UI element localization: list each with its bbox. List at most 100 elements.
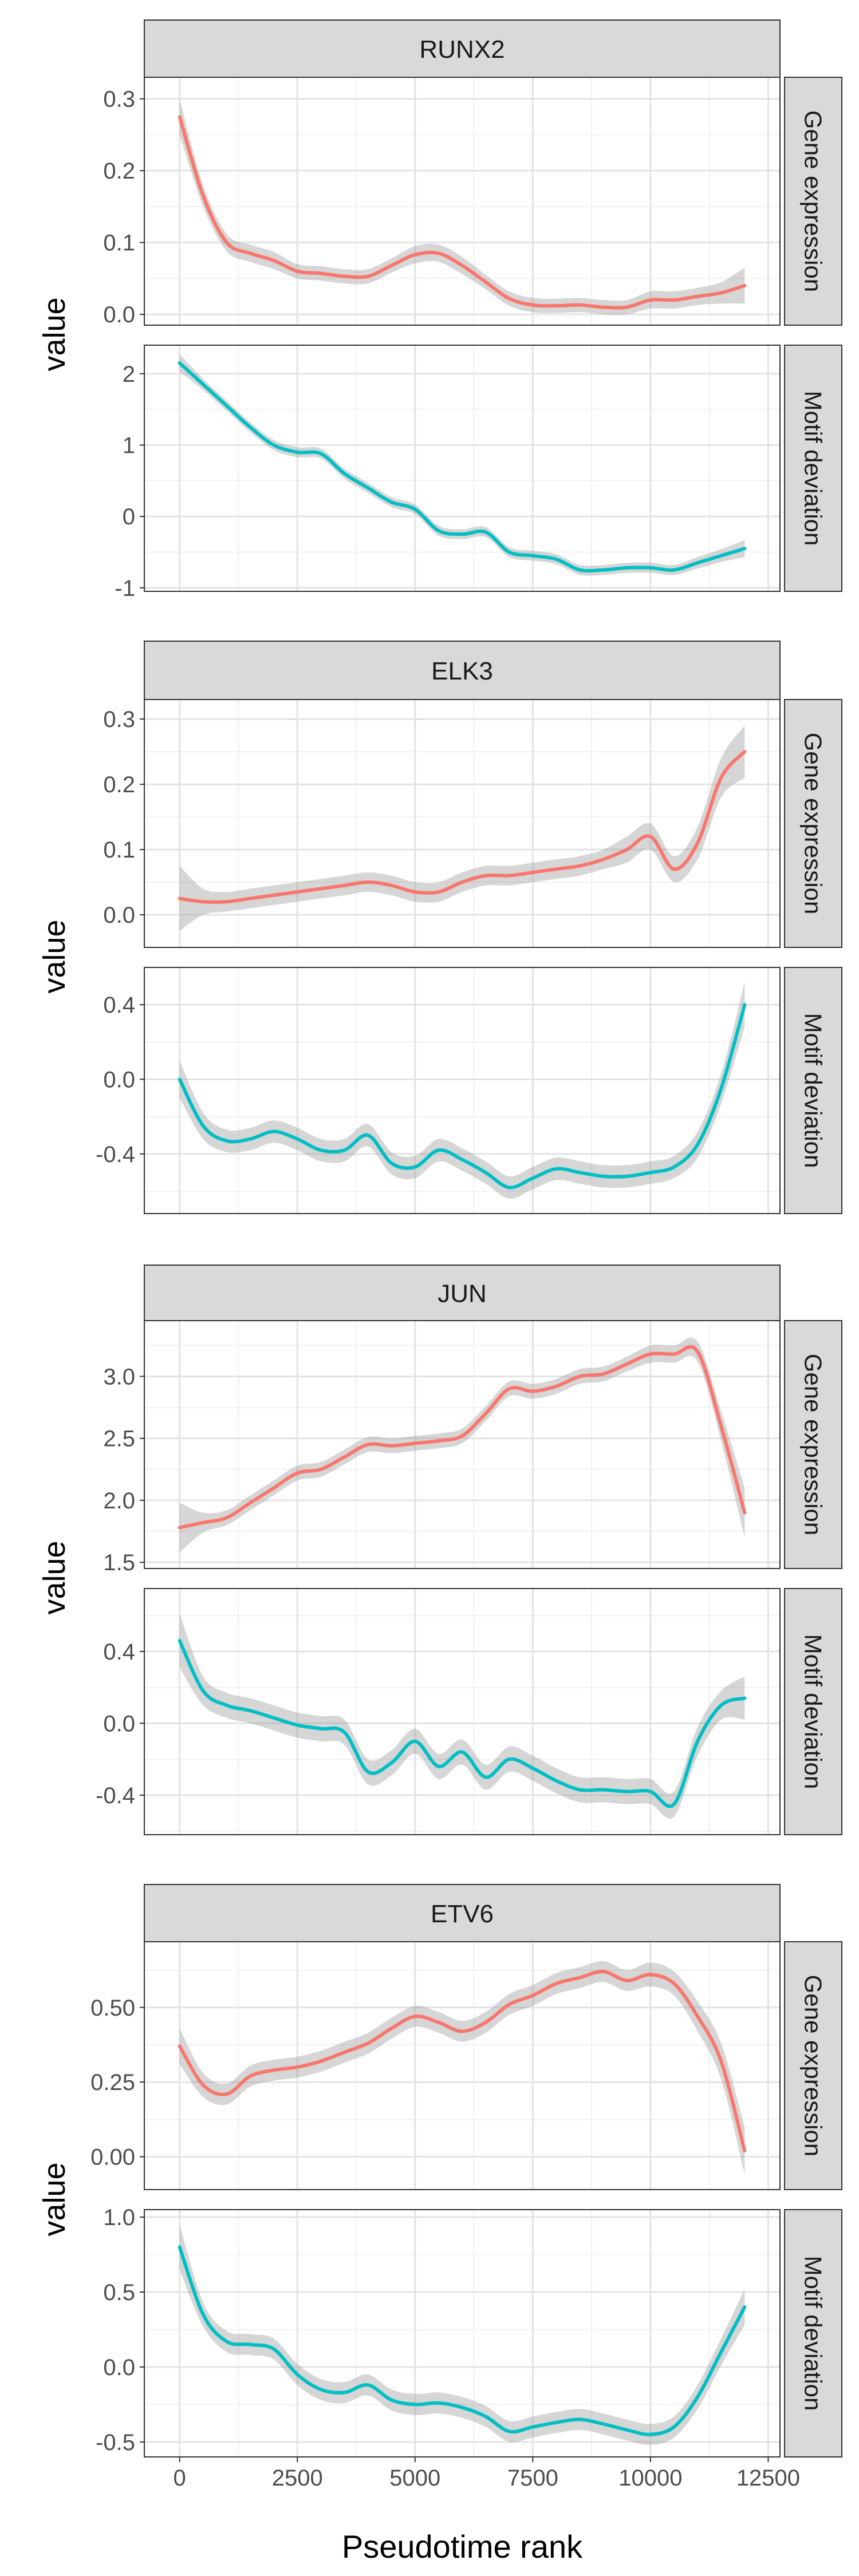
y-tick-label: -0.5 (96, 2430, 135, 2455)
row-strip (784, 1941, 842, 2190)
series-line (178, 1345, 747, 1530)
panel-runx2-gene-expression: 0.0 0.1 0.2 0.3 Gene expression (103, 77, 842, 327)
row-strip-label: Motif deviation (800, 1013, 827, 1168)
row-strip-label: Motif deviation (800, 1634, 827, 1789)
panel-background (144, 967, 780, 1214)
y-tick-label: 3.0 (103, 1364, 135, 1389)
row-strip (784, 1588, 842, 1835)
panel-border (144, 1320, 781, 1569)
panel-runx2-motif-deviation: -1 0 1 2 Motif deviation (115, 345, 842, 601)
x-tick-label: 7500 (507, 2466, 558, 2491)
y-tick-label: 0.1 (103, 231, 135, 256)
gene-strip-label: JUN (438, 1280, 487, 1308)
gene-strip (144, 641, 781, 700)
confidence-ribbon (179, 98, 745, 315)
gene-strip (144, 19, 781, 78)
x-tick-label: 10000 (618, 2466, 682, 2491)
gene-strip-label: ELK3 (431, 657, 493, 685)
gene-strip (144, 1265, 781, 1321)
panel-background (144, 700, 780, 947)
panel-background (144, 1942, 780, 2190)
panel-elk3-motif-deviation: -0.4 0.0 0.4 Motif deviation (96, 967, 842, 1214)
panel-background (144, 2210, 780, 2457)
y-tick-label: 0.5 (103, 2280, 135, 2305)
y-tick-label: 2.0 (103, 1488, 135, 1514)
y-tick-label: 0.0 (103, 1067, 135, 1092)
confidence-ribbon (179, 354, 745, 576)
gene-facet-jun: JUN 1.5 2.0 2.5 3.0 Gene expression -0.4 0.0 0.4… (37, 1265, 842, 1835)
panel-border (144, 2209, 781, 2458)
y-tick-label: 0.0 (103, 302, 135, 327)
y-tick-label: 0.4 (103, 1639, 135, 1665)
gene-strip-label: RUNX2 (419, 35, 505, 64)
y-tick-label: 0.0 (103, 1711, 135, 1736)
panel-border (144, 699, 781, 948)
y-tick-label: 0 (123, 504, 135, 530)
x-tick-label: 5000 (389, 2466, 440, 2491)
x-tick-label: 0 (174, 2466, 186, 2491)
row-strip (784, 77, 842, 326)
y-axis-title: value (37, 1540, 72, 1614)
y-tick-label: 0.2 (103, 772, 135, 797)
y-tick-label: 0.2 (103, 159, 135, 184)
row-strip-label: Motif deviation (800, 391, 827, 546)
panel-etv6-gene-expression: 0.00 0.25 0.50 Gene expression (90, 1941, 842, 2190)
gene-strip (144, 1884, 781, 1942)
gene-facet-runx2: RUNX2 0.0 0.1 0.2 0.3 Gene expression -1 0 1 2 Mot… (37, 19, 842, 601)
series-line (178, 1639, 747, 1808)
panel-border (144, 1941, 781, 2190)
confidence-ribbon (179, 725, 745, 931)
panel-background (144, 77, 780, 325)
y-tick-label: 0.3 (103, 87, 135, 112)
confidence-ribbon (179, 982, 745, 1199)
y-tick-label: 0.0 (103, 903, 135, 928)
row-strip (784, 1320, 842, 1569)
panel-border (144, 1588, 781, 1835)
gene-strip-label: ETV6 (431, 1900, 494, 1928)
series-line (178, 1003, 747, 1190)
panel-etv6-motif-deviation: -0.5 0.0 0.5 1.0 Motif deviation (96, 2205, 842, 2458)
panel-jun-motif-deviation: -0.4 0.0 0.4 Motif deviation (96, 1588, 842, 1835)
panel-border (144, 77, 781, 326)
x-tick-label: 12500 (736, 2466, 800, 2491)
series-line (178, 361, 747, 573)
y-tick-label: 0.1 (103, 837, 135, 863)
x-tick-label: 2500 (272, 2466, 323, 2491)
y-tick-label: -0.4 (96, 1783, 135, 1808)
confidence-ribbon (179, 1613, 745, 1819)
y-axis-title: value (37, 2162, 72, 2236)
row-strip-label: Gene expression (800, 110, 827, 293)
panel-border (144, 967, 781, 1214)
panel-background (144, 1321, 780, 1568)
y-tick-label: -1 (115, 576, 135, 601)
y-tick-label: 0.50 (90, 1996, 135, 2021)
y-tick-label: 0.4 (103, 993, 135, 1018)
y-tick-label: 1.5 (103, 1550, 135, 1575)
row-strip-label: Motif deviation (800, 2256, 827, 2411)
y-tick-label: 0.3 (103, 707, 135, 732)
row-strip (784, 2209, 842, 2458)
row-strip (784, 699, 842, 948)
row-strip-label: Gene expression (800, 1354, 827, 1536)
row-strip-label: Gene expression (800, 1975, 827, 2157)
y-tick-label: 0.25 (90, 2070, 135, 2095)
y-tick-label: -0.4 (96, 1142, 135, 1167)
series-line (178, 2245, 747, 2436)
y-tick-label: 2.5 (103, 1427, 135, 1452)
y-tick-label: 1 (123, 433, 135, 458)
series-line (178, 750, 747, 904)
row-strip (784, 967, 842, 1214)
y-tick-label: 0.0 (103, 2355, 135, 2380)
series-line (178, 115, 747, 310)
panel-jun-gene-expression: 1.5 2.0 2.5 3.0 Gene expression (103, 1320, 842, 1575)
y-axis-title: value (37, 919, 72, 993)
panel-background (144, 345, 780, 591)
y-axis-title: value (37, 297, 72, 371)
series-line (178, 1970, 747, 2153)
panel-elk3-gene-expression: 0.0 0.1 0.2 0.3 Gene expression (103, 699, 842, 948)
panel-border (144, 345, 781, 592)
y-tick-label: 2 (123, 362, 135, 387)
row-strip (784, 345, 842, 592)
